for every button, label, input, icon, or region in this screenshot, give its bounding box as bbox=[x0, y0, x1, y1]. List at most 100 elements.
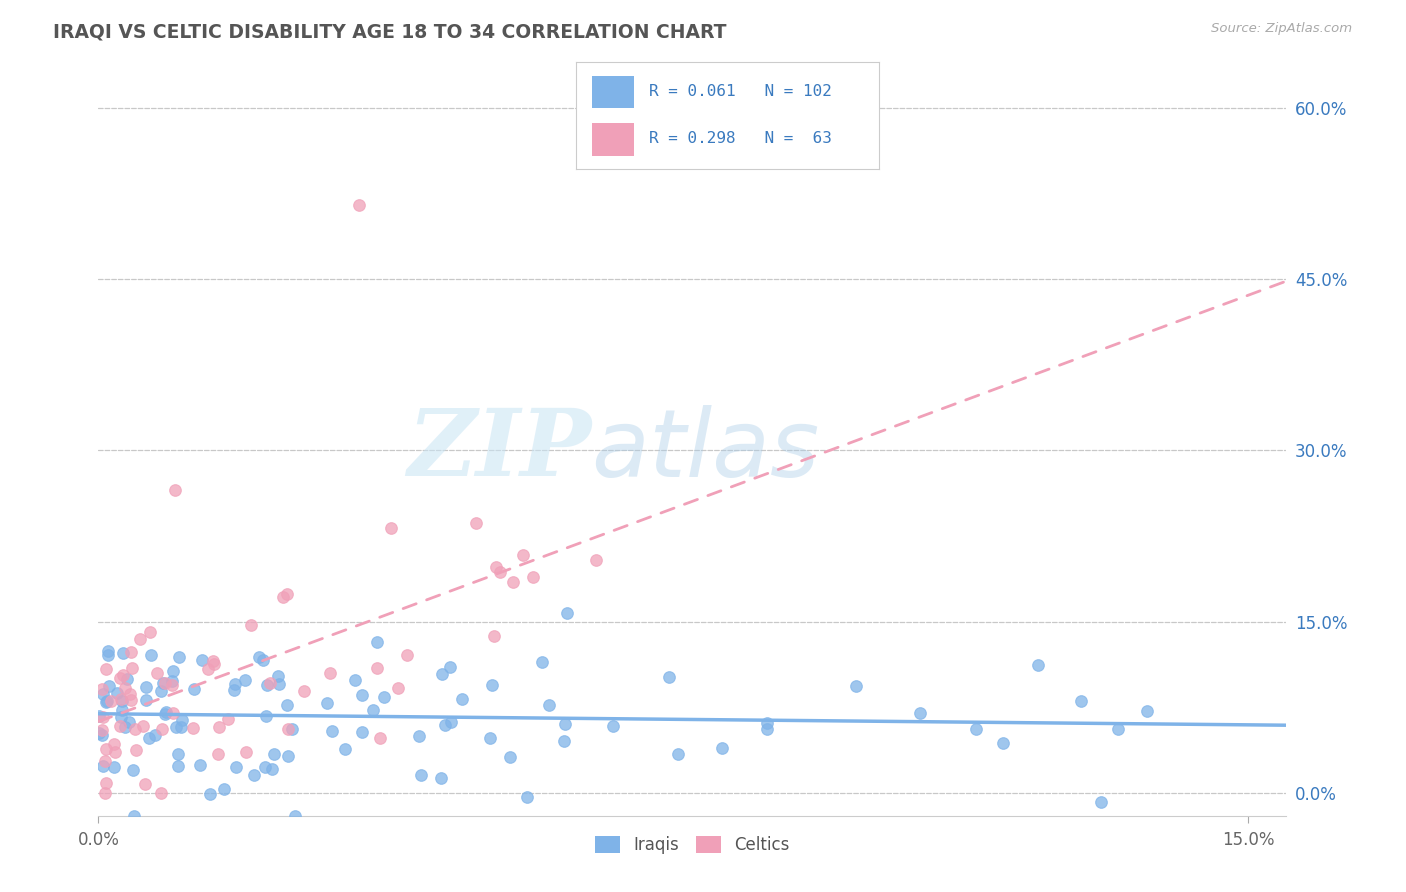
Point bbox=[91, 759, 114, 773]
Point bbox=[90, 681, 112, 696]
Point bbox=[170, 720, 193, 734]
Point bbox=[908, 706, 931, 721]
Point bbox=[284, 809, 307, 823]
Point bbox=[262, 763, 284, 777]
Point bbox=[122, 809, 145, 823]
Point bbox=[96, 776, 118, 790]
Point bbox=[108, 671, 131, 685]
Point bbox=[110, 691, 132, 706]
Point bbox=[120, 645, 142, 659]
Point bbox=[432, 667, 454, 681]
Point bbox=[155, 676, 177, 690]
Y-axis label: Disability Age 18 to 34: Disability Age 18 to 34 bbox=[0, 363, 7, 538]
Point bbox=[439, 660, 461, 674]
Point bbox=[333, 742, 356, 756]
Point bbox=[280, 722, 302, 736]
Point bbox=[319, 665, 342, 680]
Point bbox=[118, 715, 141, 730]
Bar bbox=[592, 77, 634, 109]
Point bbox=[104, 746, 127, 760]
Point bbox=[94, 741, 117, 756]
Point bbox=[132, 719, 155, 733]
Point bbox=[396, 648, 419, 663]
Point bbox=[146, 665, 169, 680]
Point bbox=[373, 690, 395, 704]
Point bbox=[121, 763, 143, 777]
Point bbox=[162, 674, 184, 689]
Point bbox=[222, 682, 245, 697]
Point bbox=[114, 681, 136, 695]
Point bbox=[141, 648, 163, 662]
Point bbox=[108, 719, 131, 733]
Point bbox=[658, 670, 681, 684]
Point bbox=[408, 729, 430, 743]
Text: Source: ZipAtlas.com: Source: ZipAtlas.com bbox=[1212, 22, 1353, 36]
Point bbox=[139, 624, 162, 639]
Text: atlas: atlas bbox=[592, 405, 820, 496]
Point bbox=[162, 678, 184, 692]
Point bbox=[481, 678, 503, 692]
Point bbox=[479, 731, 502, 745]
Point bbox=[167, 650, 190, 665]
Point bbox=[120, 693, 142, 707]
Point bbox=[212, 782, 235, 797]
Point bbox=[153, 706, 176, 721]
Point bbox=[292, 683, 315, 698]
Point bbox=[90, 723, 112, 737]
Point bbox=[181, 721, 204, 735]
Point bbox=[522, 570, 544, 584]
Point bbox=[1090, 795, 1112, 809]
Point bbox=[120, 687, 142, 701]
Point bbox=[105, 686, 128, 700]
Point bbox=[96, 694, 118, 708]
Point bbox=[361, 703, 384, 717]
Point bbox=[276, 586, 298, 600]
Point bbox=[97, 679, 120, 693]
Point bbox=[150, 786, 173, 800]
Point bbox=[97, 644, 120, 658]
Point bbox=[124, 723, 146, 737]
Point bbox=[243, 767, 266, 781]
Point bbox=[208, 720, 231, 734]
Point bbox=[149, 684, 172, 698]
Point bbox=[277, 723, 299, 737]
Point bbox=[350, 688, 373, 702]
Point bbox=[350, 724, 373, 739]
Point bbox=[129, 632, 152, 646]
Point bbox=[516, 789, 538, 804]
Point bbox=[271, 591, 294, 605]
Point bbox=[91, 687, 114, 701]
Point bbox=[135, 680, 157, 694]
Point bbox=[430, 771, 453, 785]
Point bbox=[190, 653, 212, 667]
Point bbox=[259, 675, 281, 690]
Point bbox=[277, 749, 299, 764]
Point bbox=[368, 731, 391, 745]
Point bbox=[207, 747, 229, 761]
Point bbox=[321, 723, 343, 738]
Point bbox=[100, 694, 122, 708]
Point bbox=[87, 709, 110, 723]
Point bbox=[434, 717, 457, 731]
Point bbox=[256, 678, 278, 692]
Point bbox=[96, 695, 118, 709]
Point bbox=[482, 629, 505, 643]
Point bbox=[87, 725, 110, 739]
Point bbox=[166, 747, 188, 761]
Point bbox=[512, 548, 534, 562]
Point bbox=[553, 733, 575, 747]
Point bbox=[252, 653, 274, 667]
Point bbox=[165, 483, 187, 498]
Point bbox=[240, 618, 263, 632]
Point bbox=[387, 681, 409, 695]
Point bbox=[217, 712, 239, 726]
Point bbox=[224, 677, 246, 691]
Legend: Iraqis, Celtics: Iraqis, Celtics bbox=[589, 829, 796, 861]
Point bbox=[235, 745, 257, 759]
Point bbox=[90, 728, 112, 742]
Point bbox=[555, 606, 578, 620]
Point bbox=[121, 661, 143, 675]
Point bbox=[138, 731, 160, 745]
Point bbox=[464, 516, 486, 531]
Point bbox=[202, 654, 225, 668]
